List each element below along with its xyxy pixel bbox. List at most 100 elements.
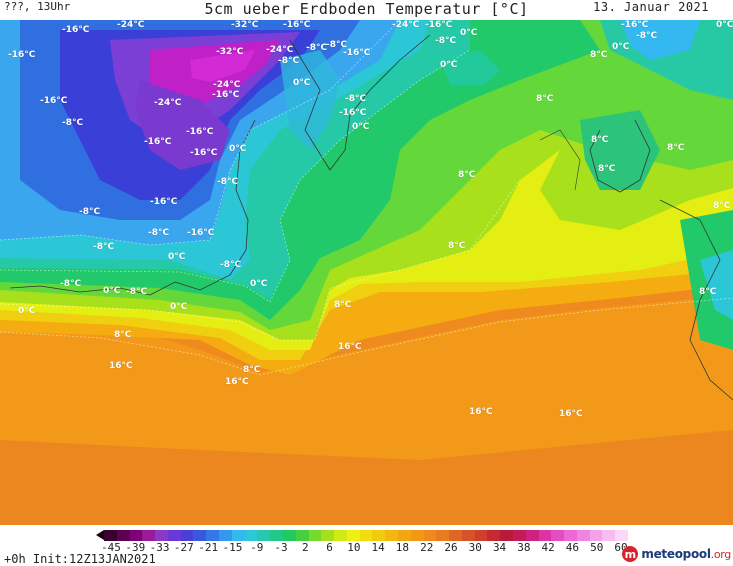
isotherm-label: -8°C: [326, 40, 348, 50]
colorbar-swatch: [602, 530, 616, 541]
isotherm-label: 8°C: [334, 300, 352, 310]
colorbar-swatch: [551, 530, 565, 541]
isotherm-label: 0°C: [716, 20, 733, 30]
colorbar-tick-label: -39: [125, 541, 146, 554]
colorbar-swatch: [142, 530, 156, 541]
colorbar-swatch: [308, 530, 322, 541]
colorbar-swatch: [525, 530, 539, 541]
magenta-peak: [190, 50, 255, 82]
isotherm-label: 0°C: [18, 306, 36, 316]
colorbar-swatch: [615, 530, 629, 541]
chart-header: ???, 13Uhr 5cm ueber Erdboden Temperatur…: [0, 0, 733, 20]
isotherm-label: 0°C: [229, 144, 247, 154]
logo-icon: m: [622, 546, 639, 562]
colorbar-swatch: [206, 530, 220, 541]
isotherm-label: 8°C: [598, 164, 616, 174]
isotherm-label: -16°C: [144, 137, 172, 147]
colorbar-swatch: [231, 530, 245, 541]
isotherm-label: -24°C: [213, 80, 241, 90]
isotherm-label: 16°C: [225, 377, 249, 387]
isotherm-label: -16°C: [186, 127, 214, 137]
isotherm-label: -24°C: [154, 98, 182, 108]
greenland-coast: [280, 50, 340, 150]
isotherm-label: -8°C: [60, 279, 82, 289]
colorbar-tick-label: -15: [222, 541, 243, 554]
colorbar-swatch: [436, 530, 450, 541]
colorbar-tick-label: 18: [395, 541, 410, 554]
colorbar-swatch: [372, 530, 386, 541]
isotherm-label: -16°C: [62, 25, 90, 35]
isotherm-label: -8°C: [435, 36, 457, 46]
colorbar-swatch: [474, 530, 488, 541]
isotherm-label: -8°C: [126, 287, 148, 297]
isotherm-label: 8°C: [667, 143, 685, 153]
meteopool-logo[interactable]: m meteopool.org: [622, 545, 731, 563]
colorbar-tick-label: -27: [173, 541, 194, 554]
colorbar-swatch: [334, 530, 347, 541]
colorbar-tick-label: 30: [468, 541, 482, 554]
isotherm-label: 0°C: [612, 42, 630, 52]
colorbar-swatch: [385, 530, 398, 541]
isotherm-label: 0°C: [250, 279, 268, 289]
isotherm-label: 0°C: [293, 78, 311, 88]
isotherm-label: 8°C: [243, 365, 261, 375]
isotherm-label: -8°C: [93, 242, 115, 252]
isotherm-8: [0, 179, 521, 341]
colorbar-swatch: [193, 530, 207, 541]
isotherm-label: -8°C: [636, 31, 658, 41]
temperature-map: -24°C -32°C -16°C -24°C -16°C -16°C 0°C -16°C -8…: [0, 20, 733, 525]
colorbar-tick-label: -33: [149, 541, 170, 554]
colorbar-swatch: [116, 530, 130, 541]
colorbar-tick-label: -9: [250, 541, 264, 554]
colorbar-swatch: [423, 530, 437, 541]
isotherm-label: -8°C: [79, 207, 101, 217]
colorbar-swatch: [576, 530, 590, 541]
isotherm-16: [0, 297, 733, 376]
colorbar-swatch: [397, 530, 411, 541]
colorbar-tick-label: 42: [541, 541, 555, 554]
isotherm-label: 8°C: [458, 170, 476, 180]
colorbar-swatch: [487, 530, 501, 541]
isotherm-label: -16°C: [621, 20, 649, 30]
colorbar-swatch: [461, 530, 475, 541]
uk-coast: [589, 119, 651, 193]
colorbar-swatch: [564, 530, 577, 541]
colorbar-swatch: [180, 530, 194, 541]
colorbar-tick-label: 26: [444, 541, 458, 554]
colorbar-swatch: [410, 530, 424, 541]
isotherm-label: -24°C: [266, 45, 294, 55]
scandinavia-blue: [620, 20, 700, 60]
colorbar-swatch: [449, 530, 462, 541]
iceland-area: [440, 50, 500, 85]
colorbar-tick-label: 14: [371, 541, 385, 554]
colorbar-swatch: [257, 530, 271, 541]
colorbar-tick-label: -21: [198, 541, 219, 554]
isotherm-label: -8°C: [62, 118, 84, 128]
ireland-coast: [539, 129, 581, 191]
isotherm-label: -16°C: [187, 228, 215, 238]
isotherm-label: -24°C: [392, 20, 420, 30]
isotherm-label: -16°C: [212, 90, 240, 100]
colorbar-swatch: [346, 530, 360, 541]
colorbar-tick-label: 50: [590, 541, 604, 554]
colorbar-tick-label: 6: [326, 541, 333, 554]
isotherm-label: 8°C: [713, 201, 731, 211]
isotherm-label: 8°C: [448, 241, 466, 251]
colorbar-swatch: [538, 530, 552, 541]
isotherm-label: -8°C: [278, 56, 300, 66]
colorbar-swatch: [104, 530, 117, 541]
colorbar: [104, 530, 629, 541]
north-america-coast: [9, 119, 256, 296]
model-label: ???, 13Uhr: [4, 0, 71, 13]
colorbar-tick-label: -45: [101, 541, 121, 554]
isotherm-label: 0°C: [103, 286, 121, 296]
isotherm-label: 8°C: [699, 287, 717, 297]
isotherm-label: 16°C: [109, 361, 133, 371]
isotherm-label: 0°C: [440, 60, 458, 70]
isotherm-label: -16°C: [425, 20, 453, 30]
isotherm-label: 16°C: [338, 342, 362, 352]
isotherm-label: -16°C: [190, 148, 218, 158]
europe-coast: [659, 199, 733, 401]
isotherm-label: -8°C: [220, 260, 242, 270]
colorbar-swatch: [321, 530, 335, 541]
